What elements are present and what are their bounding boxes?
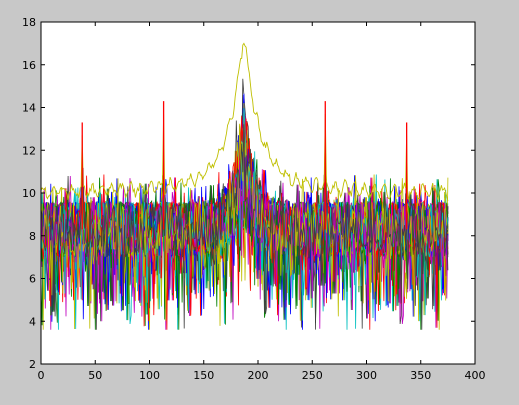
x-tick-label: 200: [248, 369, 269, 382]
x-tick-label: 150: [193, 369, 214, 382]
x-tick-label: 400: [465, 369, 486, 382]
y-tick-label: 6: [29, 273, 36, 286]
y-tick-label: 10: [22, 187, 36, 200]
x-tick-label: 300: [356, 369, 377, 382]
y-tick-label: 18: [22, 16, 36, 29]
x-tick-label: 0: [38, 369, 45, 382]
x-tick-label: 250: [302, 369, 323, 382]
y-tick-label: 2: [29, 358, 36, 371]
y-tick-label: 4: [29, 315, 36, 328]
x-tick-label: 350: [410, 369, 431, 382]
y-tick-label: 8: [29, 230, 36, 243]
y-tick-label: 14: [22, 102, 36, 115]
x-tick-label: 100: [139, 369, 160, 382]
envelope-series-line: [40, 42, 449, 202]
series-layer: [40, 42, 449, 330]
series-line: [40, 124, 449, 330]
x-tick-label: 50: [88, 369, 102, 382]
y-tick-label: 16: [22, 59, 36, 72]
axes-layer: 0 50 100 150 200 250 300 350 400 2 4 6 8 10 12 14 16 18: [22, 16, 486, 382]
y-tick-label: 12: [22, 144, 36, 157]
